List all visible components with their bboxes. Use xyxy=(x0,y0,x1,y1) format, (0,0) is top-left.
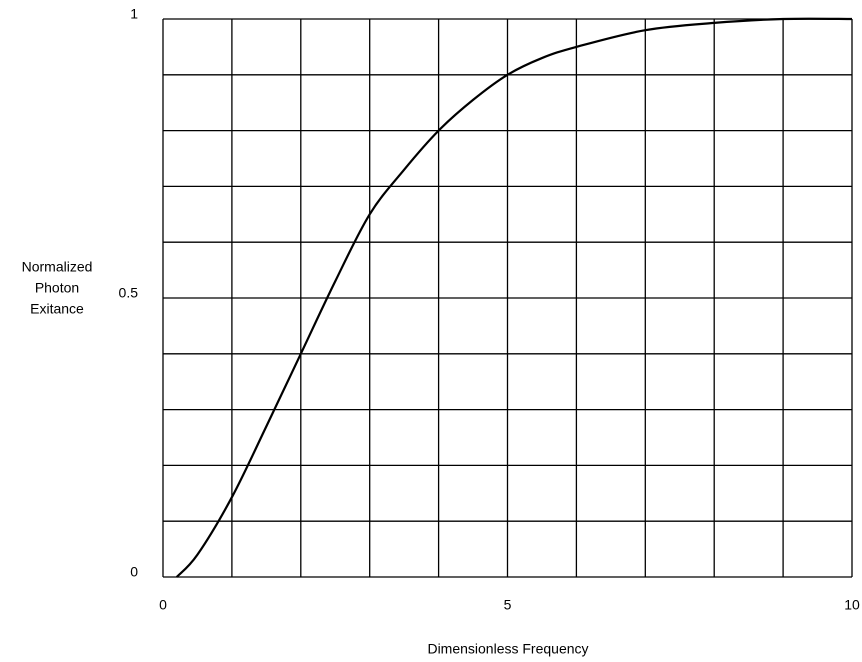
y-axis-label: Photon xyxy=(35,280,79,296)
y-tick-label: 0 xyxy=(130,564,138,580)
x-tick-label: 0 xyxy=(159,597,167,613)
y-axis-label: Exitance xyxy=(30,301,84,317)
y-tick-label: 0.5 xyxy=(119,285,139,301)
data-line xyxy=(175,17,853,578)
y-axis-label: Normalized xyxy=(22,259,93,275)
x-axis-label: Dimensionless Frequency xyxy=(427,641,588,657)
x-tick-label: 5 xyxy=(504,597,512,613)
y-tick-label: 1 xyxy=(130,6,138,22)
x-tick-label: 10 xyxy=(844,597,860,613)
